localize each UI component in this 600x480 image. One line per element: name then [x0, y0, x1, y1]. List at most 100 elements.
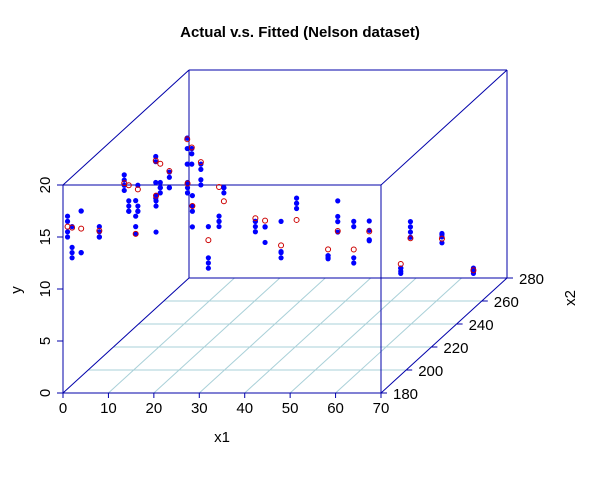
y-tick-label: 280 — [519, 271, 544, 288]
actual-point — [135, 208, 141, 214]
actual-point — [407, 229, 414, 235]
fitted-point — [69, 224, 76, 231]
actual-point — [278, 248, 284, 255]
y-axis-label: x2 — [562, 290, 579, 306]
actual-point — [78, 250, 84, 256]
fitted-point — [278, 242, 285, 249]
actual-point — [153, 153, 159, 160]
actual-point — [351, 224, 357, 230]
fitted-point — [262, 217, 269, 224]
grid-line-x — [153, 277, 281, 394]
box-edge — [62, 69, 190, 186]
actual-point — [325, 256, 331, 262]
actual-point — [157, 190, 163, 196]
fitted-point — [397, 260, 404, 267]
fitted-point — [334, 228, 341, 235]
fitted-point — [325, 246, 332, 253]
actual-point — [366, 238, 372, 244]
z-tick-label: 10 — [37, 281, 54, 298]
actual-point — [216, 218, 222, 224]
data-points — [64, 135, 477, 276]
actual-point — [133, 213, 139, 219]
actual-point — [205, 265, 211, 271]
fitted-point — [134, 186, 141, 193]
y-tick-label: 220 — [443, 340, 468, 357]
actual-point — [189, 203, 195, 209]
box-edge — [380, 69, 508, 186]
actual-point — [216, 223, 222, 230]
actual-point — [189, 193, 195, 199]
actual-point — [184, 185, 191, 191]
actual-point — [184, 190, 191, 196]
z-tick-label: 20 — [37, 177, 54, 194]
actual-point — [205, 260, 211, 266]
x-tick-label: 70 — [373, 400, 390, 417]
fitted-point — [252, 215, 259, 222]
actual-point — [407, 219, 414, 225]
fitted-point — [407, 235, 414, 242]
fitted-point — [184, 180, 191, 187]
actual-point — [96, 224, 102, 230]
actual-point — [64, 229, 71, 235]
fitted-point — [184, 136, 191, 143]
grid-line-x — [244, 277, 372, 394]
actual-point — [133, 224, 139, 230]
actual-point — [351, 218, 357, 224]
actual-point — [216, 213, 222, 219]
fitted-point — [189, 203, 196, 210]
actual-point — [439, 230, 445, 237]
grid-line-x — [198, 277, 326, 394]
actual-point — [184, 145, 190, 152]
actual-point — [153, 193, 159, 199]
fitted-point — [293, 216, 300, 223]
fitted-point — [220, 198, 227, 205]
fitted-point — [188, 144, 195, 151]
actual-point — [205, 224, 211, 230]
grid-line-x — [108, 277, 235, 394]
actual-point — [198, 182, 204, 188]
actual-point — [189, 151, 195, 157]
actual-point — [293, 205, 300, 212]
actual-point — [407, 224, 414, 230]
actual-point — [133, 231, 139, 237]
actual-point — [69, 255, 75, 261]
actual-point — [96, 234, 102, 240]
actual-point — [78, 208, 84, 214]
box-edge — [62, 277, 190, 394]
y-tick-label: 240 — [469, 317, 494, 334]
actual-point — [351, 255, 357, 261]
x-tick-label: 20 — [146, 400, 163, 417]
x-axis-label: x1 — [214, 429, 230, 446]
y-tick-label: 200 — [418, 363, 443, 380]
actual-point — [121, 187, 127, 194]
box-edge — [380, 277, 508, 394]
fitted-point — [197, 159, 204, 166]
actual-point — [189, 208, 195, 214]
actual-point — [252, 229, 258, 235]
fitted-point — [157, 160, 164, 167]
actual-point — [278, 218, 284, 224]
z-tick-label: 15 — [37, 229, 54, 246]
y-tick-label: 260 — [494, 294, 519, 311]
z-axis-label: y — [8, 286, 25, 294]
actual-point — [121, 172, 127, 178]
actual-point — [335, 219, 341, 225]
actual-point — [126, 198, 132, 204]
actual-point — [133, 198, 139, 204]
actual-point — [439, 240, 445, 246]
fitted-point — [78, 225, 85, 232]
floor-grid — [88, 277, 482, 394]
actual-point — [278, 255, 284, 261]
actual-point — [166, 185, 172, 191]
actual-point — [64, 213, 71, 219]
actual-point — [205, 255, 211, 261]
actual-point — [398, 265, 404, 271]
fitted-point — [205, 237, 212, 244]
actual-point — [335, 213, 341, 220]
fitted-point — [153, 192, 160, 199]
actual-point — [198, 166, 204, 172]
z-tick-label: 5 — [37, 337, 54, 345]
actual-point — [198, 177, 204, 183]
